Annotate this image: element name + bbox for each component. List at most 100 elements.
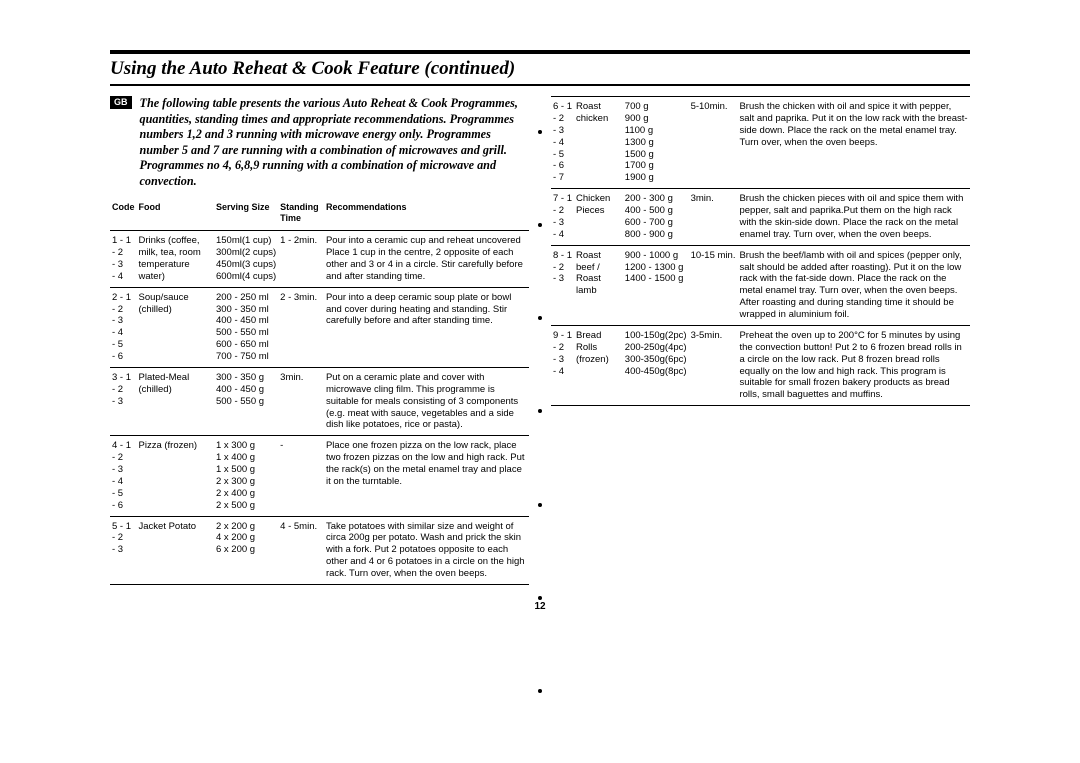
code-cell: 8 - 1- 2- 3 (551, 245, 574, 325)
code-cell: 3 - 1- 2- 3 (110, 367, 137, 435)
food-cell: Bread Rolls (frozen) (574, 325, 623, 405)
rec-cell: Pour into a ceramic cup and reheat uncov… (324, 231, 529, 288)
table-row: 1 - 1- 2- 3- 4Drinks (coffee, milk, tea,… (110, 231, 529, 288)
code-line: - 3 (112, 315, 135, 327)
code-line: - 4 (112, 271, 135, 283)
rec-cell: Preheat the oven up to 200°C for 5 minut… (737, 325, 970, 405)
size-line: 300-350g(6pc) (625, 354, 687, 366)
time-cell: 10-15 min. (689, 245, 738, 325)
rec-cell: Brush the beef/lamb with oil and spices … (737, 245, 970, 325)
col-time: Standing Time (278, 200, 324, 231)
code-line: - 3 (553, 217, 572, 229)
rec-cell: Take potatoes with similar size and weig… (324, 516, 529, 584)
code-line: - 6 (112, 500, 135, 512)
size-line: 1400 - 1500 g (625, 273, 687, 285)
code-line: 1 - 1 (112, 235, 135, 247)
time-cell: 3-5min. (689, 325, 738, 405)
size-line: 200 - 300 g (625, 193, 687, 205)
size-cell: 200 - 300 g400 - 500 g600 - 700 g800 - 9… (623, 189, 689, 246)
time-cell: 1 - 2min. (278, 231, 324, 288)
code-cell: 7 - 1- 2- 3- 4 (551, 189, 574, 246)
code-line: - 2 (553, 342, 572, 354)
code-line: - 3 (112, 259, 135, 271)
code-line: - 2 (553, 205, 572, 217)
size-line: 200-250g(4pc) (625, 342, 687, 354)
code-cell: 4 - 1- 2- 3- 4- 5- 6 (110, 436, 137, 516)
code-line: 9 - 1 (553, 330, 572, 342)
size-line: 2 x 500 g (216, 500, 276, 512)
title-rule-wrap: Using the Auto Reheat & Cook Feature (co… (110, 58, 970, 86)
code-line: 3 - 1 (112, 372, 135, 384)
code-line: - 6 (112, 351, 135, 363)
code-line: - 2 (112, 532, 135, 544)
size-line: 400-450g(8pc) (625, 366, 687, 378)
size-line: 2 x 200 g (216, 521, 276, 533)
table-row: 4 - 1- 2- 3- 4- 5- 6Pizza (frozen)1 x 30… (110, 436, 529, 516)
size-line: 400 - 500 g (625, 205, 687, 217)
size-line: 200 - 250 ml (216, 292, 276, 304)
code-cell: 5 - 1- 2- 3 (110, 516, 137, 584)
size-cell: 2 x 200 g4 x 200 g6 x 200 g (214, 516, 278, 584)
table-row: 5 - 1- 2- 3Jacket Potato2 x 200 g4 x 200… (110, 516, 529, 584)
size-line: 300 - 350 g (216, 372, 276, 384)
table-row: 2 - 1- 2- 3- 4- 5- 6Soup/sauce (chilled)… (110, 287, 529, 367)
code-line: - 4 (112, 327, 135, 339)
size-line: 1700 g (625, 160, 687, 172)
table-row: 8 - 1- 2- 3Roast beef / Roast lamb900 - … (551, 245, 970, 325)
code-line: - 3 (112, 464, 135, 476)
code-cell: 2 - 1- 2- 3- 4- 5- 6 (110, 287, 137, 367)
top-rule (110, 50, 970, 54)
time-cell: 3min. (278, 367, 324, 435)
code-line: 8 - 1 (553, 250, 572, 262)
size-cell: 150ml(1 cup)300ml(2 cups)450ml(3 cups)60… (214, 231, 278, 288)
size-line: 2 x 400 g (216, 488, 276, 500)
code-cell: 1 - 1- 2- 3- 4 (110, 231, 137, 288)
size-cell: 300 - 350 g400 - 450 g500 - 550 g (214, 367, 278, 435)
col-size: Serving Size (214, 200, 278, 231)
size-line: 700 g (625, 101, 687, 113)
size-line: 1300 g (625, 137, 687, 149)
size-line: 600 - 650 ml (216, 339, 276, 351)
time-cell: 3min. (689, 189, 738, 246)
rec-cell: Brush the chicken with oil and spice it … (737, 97, 970, 189)
food-cell: Drinks (coffee, milk, tea, room temperat… (137, 231, 214, 288)
size-cell: 1 x 300 g1 x 400 g1 x 500 g2 x 300 g2 x … (214, 436, 278, 516)
intro-text: The following table presents the various… (140, 96, 530, 190)
size-line: 2 x 300 g (216, 476, 276, 488)
food-cell: Jacket Potato (137, 516, 214, 584)
table-row: 3 - 1- 2- 3Plated-Meal (chilled)300 - 35… (110, 367, 529, 435)
code-line: - 5 (112, 488, 135, 500)
food-cell: Soup/sauce (chilled) (137, 287, 214, 367)
time-cell: 5-10min. (689, 97, 738, 189)
code-line: - 3 (112, 396, 135, 408)
food-cell: Pizza (frozen) (137, 436, 214, 516)
code-line: 5 - 1 (112, 521, 135, 533)
code-line: - 4 (112, 476, 135, 488)
food-table-left: Code Food Serving Size Standing Time Rec… (110, 200, 529, 585)
size-line: 150ml(1 cup) (216, 235, 276, 247)
size-line: 4 x 200 g (216, 532, 276, 544)
code-line: - 4 (553, 229, 572, 241)
table-row: 7 - 1- 2- 3- 4Chicken Pieces200 - 300 g4… (551, 189, 970, 246)
size-line: 450ml(3 cups) (216, 259, 276, 271)
size-line: 600 - 700 g (625, 217, 687, 229)
size-line: 1200 - 1300 g (625, 262, 687, 274)
size-line: 700 - 750 ml (216, 351, 276, 363)
code-line: 2 - 1 (112, 292, 135, 304)
right-column: 6 - 1- 2- 3- 4- 5- 6- 7Roast chicken700 … (551, 96, 970, 585)
region-badge: GB (110, 96, 132, 109)
size-line: 1 x 300 g (216, 440, 276, 452)
food-cell: Roast beef / Roast lamb (574, 245, 623, 325)
code-line: - 2 (553, 262, 572, 274)
rec-cell: Pour into a deep ceramic soup plate or b… (324, 287, 529, 367)
code-line: - 3 (553, 125, 572, 137)
time-cell: 4 - 5min. (278, 516, 324, 584)
code-cell: 6 - 1- 2- 3- 4- 5- 6- 7 (551, 97, 574, 189)
size-line: 1 x 400 g (216, 452, 276, 464)
col-code: Code (110, 200, 137, 231)
size-line: 6 x 200 g (216, 544, 276, 556)
code-line: - 5 (553, 149, 572, 161)
size-line: 900 - 1000 g (625, 250, 687, 262)
size-line: 1100 g (625, 125, 687, 137)
col-food: Food (137, 200, 214, 231)
